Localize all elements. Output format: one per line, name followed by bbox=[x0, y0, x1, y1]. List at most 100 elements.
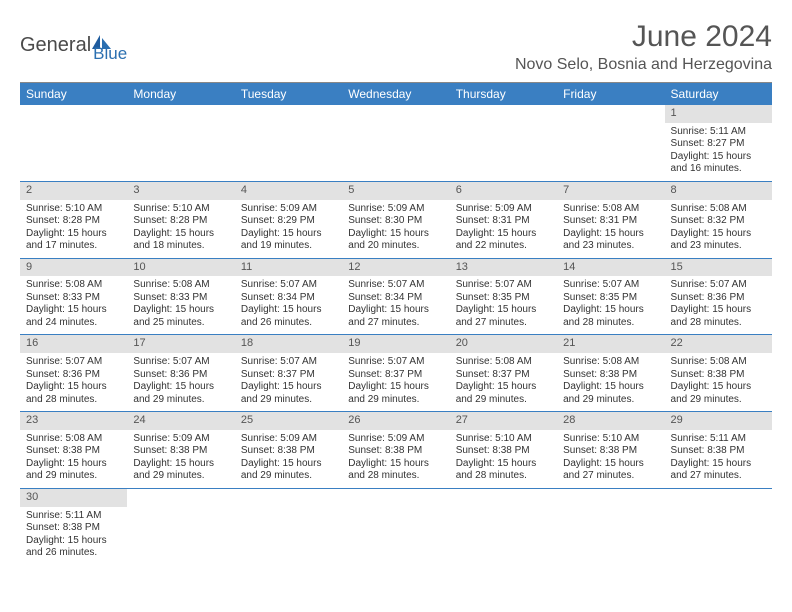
calendar-cell: 3Sunrise: 5:10 AMSunset: 8:28 PMDaylight… bbox=[127, 181, 234, 258]
sunset-text: Sunset: 8:38 PM bbox=[671, 369, 766, 382]
day-details: Sunrise: 5:09 AMSunset: 8:38 PMDaylight:… bbox=[235, 430, 342, 488]
logo-text-blue: Blue bbox=[93, 44, 127, 64]
daylight-text-1: Daylight: 15 hours bbox=[241, 304, 336, 317]
calendar-cell: 16Sunrise: 5:07 AMSunset: 8:36 PMDayligh… bbox=[20, 335, 127, 412]
sunrise-text: Sunrise: 5:09 AM bbox=[241, 203, 336, 216]
calendar-cell: 17Sunrise: 5:07 AMSunset: 8:36 PMDayligh… bbox=[127, 335, 234, 412]
calendar-cell bbox=[235, 105, 342, 181]
daylight-text-2: and 29 minutes. bbox=[456, 394, 551, 407]
daylight-text-1: Daylight: 15 hours bbox=[26, 535, 121, 548]
calendar-row: 16Sunrise: 5:07 AMSunset: 8:36 PMDayligh… bbox=[20, 335, 772, 412]
day-details: Sunrise: 5:07 AMSunset: 8:35 PMDaylight:… bbox=[450, 276, 557, 334]
day-number: 2 bbox=[20, 182, 127, 200]
sunrise-text: Sunrise: 5:08 AM bbox=[671, 203, 766, 216]
sunrise-text: Sunrise: 5:07 AM bbox=[563, 279, 658, 292]
day-details: Sunrise: 5:07 AMSunset: 8:37 PMDaylight:… bbox=[235, 353, 342, 411]
calendar-cell bbox=[450, 105, 557, 181]
sunrise-text: Sunrise: 5:09 AM bbox=[241, 433, 336, 446]
daylight-text-1: Daylight: 15 hours bbox=[133, 228, 228, 241]
sunset-text: Sunset: 8:38 PM bbox=[241, 445, 336, 458]
sunset-text: Sunset: 8:38 PM bbox=[563, 445, 658, 458]
col-monday: Monday bbox=[127, 83, 234, 105]
daylight-text-1: Daylight: 15 hours bbox=[456, 381, 551, 394]
day-number: 25 bbox=[235, 412, 342, 430]
col-tuesday: Tuesday bbox=[235, 83, 342, 105]
day-number: 28 bbox=[557, 412, 664, 430]
day-details: Sunrise: 5:07 AMSunset: 8:37 PMDaylight:… bbox=[342, 353, 449, 411]
daylight-text-1: Daylight: 15 hours bbox=[456, 228, 551, 241]
sunrise-text: Sunrise: 5:10 AM bbox=[563, 433, 658, 446]
day-number: 17 bbox=[127, 335, 234, 353]
day-details: Sunrise: 5:07 AMSunset: 8:36 PMDaylight:… bbox=[20, 353, 127, 411]
sunset-text: Sunset: 8:29 PM bbox=[241, 215, 336, 228]
daylight-text-1: Daylight: 15 hours bbox=[133, 458, 228, 471]
sunrise-text: Sunrise: 5:08 AM bbox=[26, 279, 121, 292]
daylight-text-1: Daylight: 15 hours bbox=[241, 458, 336, 471]
day-details: Sunrise: 5:09 AMSunset: 8:31 PMDaylight:… bbox=[450, 200, 557, 258]
sunrise-text: Sunrise: 5:08 AM bbox=[26, 433, 121, 446]
sunset-text: Sunset: 8:38 PM bbox=[348, 445, 443, 458]
daylight-text-2: and 29 minutes. bbox=[133, 470, 228, 483]
day-details: Sunrise: 5:10 AMSunset: 8:38 PMDaylight:… bbox=[557, 430, 664, 488]
col-wednesday: Wednesday bbox=[342, 83, 449, 105]
title-block: June 2024 Novo Selo, Bosnia and Herzegov… bbox=[515, 20, 772, 74]
daylight-text-1: Daylight: 15 hours bbox=[456, 458, 551, 471]
day-number: 12 bbox=[342, 259, 449, 277]
day-number: 19 bbox=[342, 335, 449, 353]
daylight-text-1: Daylight: 15 hours bbox=[26, 304, 121, 317]
daylight-text-2: and 28 minutes. bbox=[348, 470, 443, 483]
daylight-text-2: and 29 minutes. bbox=[563, 394, 658, 407]
day-details: Sunrise: 5:09 AMSunset: 8:38 PMDaylight:… bbox=[342, 430, 449, 488]
sunrise-text: Sunrise: 5:09 AM bbox=[133, 433, 228, 446]
day-details: Sunrise: 5:11 AMSunset: 8:38 PMDaylight:… bbox=[20, 507, 127, 565]
weekday-header-row: Sunday Monday Tuesday Wednesday Thursday… bbox=[20, 83, 772, 105]
daylight-text-1: Daylight: 15 hours bbox=[563, 304, 658, 317]
sunset-text: Sunset: 8:33 PM bbox=[133, 292, 228, 305]
daylight-text-2: and 17 minutes. bbox=[26, 240, 121, 253]
sunrise-text: Sunrise: 5:07 AM bbox=[671, 279, 766, 292]
day-details: Sunrise: 5:08 AMSunset: 8:38 PMDaylight:… bbox=[557, 353, 664, 411]
day-details: Sunrise: 5:09 AMSunset: 8:29 PMDaylight:… bbox=[235, 200, 342, 258]
calendar-cell: 20Sunrise: 5:08 AMSunset: 8:37 PMDayligh… bbox=[450, 335, 557, 412]
sunrise-text: Sunrise: 5:11 AM bbox=[671, 433, 766, 446]
calendar-cell: 28Sunrise: 5:10 AMSunset: 8:38 PMDayligh… bbox=[557, 412, 664, 489]
sunset-text: Sunset: 8:34 PM bbox=[348, 292, 443, 305]
day-details: Sunrise: 5:08 AMSunset: 8:33 PMDaylight:… bbox=[127, 276, 234, 334]
day-number: 18 bbox=[235, 335, 342, 353]
day-number: 9 bbox=[20, 259, 127, 277]
calendar-cell: 30Sunrise: 5:11 AMSunset: 8:38 PMDayligh… bbox=[20, 488, 127, 564]
day-number: 29 bbox=[665, 412, 772, 430]
calendar-cell: 4Sunrise: 5:09 AMSunset: 8:29 PMDaylight… bbox=[235, 181, 342, 258]
sunrise-text: Sunrise: 5:07 AM bbox=[26, 356, 121, 369]
calendar-cell: 19Sunrise: 5:07 AMSunset: 8:37 PMDayligh… bbox=[342, 335, 449, 412]
sunset-text: Sunset: 8:36 PM bbox=[133, 369, 228, 382]
daylight-text-2: and 24 minutes. bbox=[26, 317, 121, 330]
sunrise-text: Sunrise: 5:08 AM bbox=[563, 203, 658, 216]
calendar-cell: 12Sunrise: 5:07 AMSunset: 8:34 PMDayligh… bbox=[342, 258, 449, 335]
daylight-text-2: and 29 minutes. bbox=[241, 394, 336, 407]
calendar-table: Sunday Monday Tuesday Wednesday Thursday… bbox=[20, 83, 772, 565]
calendar-cell bbox=[20, 105, 127, 181]
daylight-text-2: and 29 minutes. bbox=[348, 394, 443, 407]
calendar-cell bbox=[450, 488, 557, 564]
day-number: 24 bbox=[127, 412, 234, 430]
day-details: Sunrise: 5:09 AMSunset: 8:30 PMDaylight:… bbox=[342, 200, 449, 258]
day-details: Sunrise: 5:07 AMSunset: 8:36 PMDaylight:… bbox=[665, 276, 772, 334]
day-number: 20 bbox=[450, 335, 557, 353]
sunrise-text: Sunrise: 5:11 AM bbox=[671, 126, 766, 139]
sunset-text: Sunset: 8:36 PM bbox=[671, 292, 766, 305]
calendar-cell: 9Sunrise: 5:08 AMSunset: 8:33 PMDaylight… bbox=[20, 258, 127, 335]
daylight-text-1: Daylight: 15 hours bbox=[671, 304, 766, 317]
day-number: 15 bbox=[665, 259, 772, 277]
sunrise-text: Sunrise: 5:08 AM bbox=[456, 356, 551, 369]
calendar-cell bbox=[235, 488, 342, 564]
calendar-row: 2Sunrise: 5:10 AMSunset: 8:28 PMDaylight… bbox=[20, 181, 772, 258]
daylight-text-2: and 29 minutes. bbox=[26, 470, 121, 483]
sunset-text: Sunset: 8:35 PM bbox=[563, 292, 658, 305]
sunset-text: Sunset: 8:34 PM bbox=[241, 292, 336, 305]
header: General Blue June 2024 Novo Selo, Bosnia… bbox=[20, 20, 772, 74]
day-number: 26 bbox=[342, 412, 449, 430]
daylight-text-2: and 26 minutes. bbox=[26, 547, 121, 560]
sunset-text: Sunset: 8:35 PM bbox=[456, 292, 551, 305]
month-title: June 2024 bbox=[515, 20, 772, 54]
